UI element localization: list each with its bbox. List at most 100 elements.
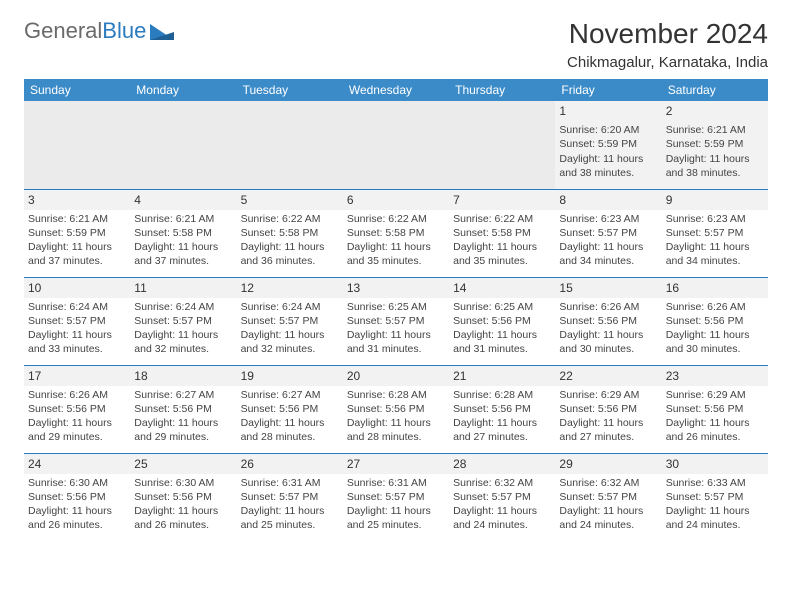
daylight-text: Daylight: 11 hours and 38 minutes. [666, 152, 764, 180]
sunset-text: Sunset: 5:57 PM [453, 490, 551, 504]
sunset-text: Sunset: 5:56 PM [347, 402, 445, 416]
logo-triangle-icon [150, 22, 174, 40]
sunset-text: Sunset: 5:57 PM [134, 314, 232, 328]
daylight-text: Daylight: 11 hours and 30 minutes. [559, 328, 657, 356]
daylight-text: Daylight: 11 hours and 33 minutes. [28, 328, 126, 356]
daylight-text: Daylight: 11 hours and 26 minutes. [134, 504, 232, 532]
header: GeneralBlue November 2024 Chikmagalur, K… [24, 18, 768, 71]
calendar-cell [24, 101, 130, 189]
col-thursday: Thursday [449, 79, 555, 101]
calendar-cell: 5Sunrise: 6:22 AMSunset: 5:58 PMDaylight… [237, 189, 343, 277]
sunset-text: Sunset: 5:56 PM [453, 314, 551, 328]
day-number: 24 [24, 454, 130, 474]
sunset-text: Sunset: 5:59 PM [666, 137, 764, 151]
col-wednesday: Wednesday [343, 79, 449, 101]
calendar-cell: 1Sunrise: 6:20 AMSunset: 5:59 PMDaylight… [555, 101, 661, 189]
day-number: 28 [449, 454, 555, 474]
sunrise-text: Sunrise: 6:21 AM [28, 212, 126, 226]
calendar-cell [449, 101, 555, 189]
sunset-text: Sunset: 5:58 PM [347, 226, 445, 240]
calendar-cell: 25Sunrise: 6:30 AMSunset: 5:56 PMDayligh… [130, 453, 236, 541]
day-number: 22 [555, 366, 661, 386]
calendar-cell: 15Sunrise: 6:26 AMSunset: 5:56 PMDayligh… [555, 277, 661, 365]
sunrise-text: Sunrise: 6:26 AM [666, 300, 764, 314]
daylight-text: Daylight: 11 hours and 35 minutes. [453, 240, 551, 268]
logo-text-blue: Blue [102, 18, 146, 44]
day-number: 3 [24, 190, 130, 210]
day-number: 21 [449, 366, 555, 386]
sunrise-text: Sunrise: 6:27 AM [241, 388, 339, 402]
sunset-text: Sunset: 5:57 PM [347, 490, 445, 504]
calendar-cell: 18Sunrise: 6:27 AMSunset: 5:56 PMDayligh… [130, 365, 236, 453]
calendar-row: 1Sunrise: 6:20 AMSunset: 5:59 PMDaylight… [24, 101, 768, 189]
daylight-text: Daylight: 11 hours and 29 minutes. [28, 416, 126, 444]
daylight-text: Daylight: 11 hours and 26 minutes. [666, 416, 764, 444]
calendar-cell: 22 Sunrise: 6:29 AMSunset: 5:56 PMDayligh… [555, 365, 661, 453]
daylight-text: Daylight: 11 hours and 28 minutes. [241, 416, 339, 444]
sunrise-text: Sunrise: 6:22 AM [241, 212, 339, 226]
calendar-cell: 9Sunrise: 6:23 AMSunset: 5:57 PMDaylight… [662, 189, 768, 277]
sunrise-text: Sunrise: 6:32 AM [559, 476, 657, 490]
calendar-cell: 13Sunrise: 6:25 AMSunset: 5:57 PMDayligh… [343, 277, 449, 365]
sunset-text: Sunset: 5:57 PM [28, 314, 126, 328]
header-row: Sunday Monday Tuesday Wednesday Thursday… [24, 79, 768, 101]
sunrise-text: Sunrise: 6:24 AM [28, 300, 126, 314]
day-number: 10 [24, 278, 130, 298]
sunrise-text: Sunrise: 6:31 AM [241, 476, 339, 490]
location: Chikmagalur, Karnataka, India [567, 54, 768, 71]
calendar-cell: 23Sunrise: 6:29 AMSunset: 5:56 PMDayligh… [662, 365, 768, 453]
sunset-text: Sunset: 5:57 PM [559, 226, 657, 240]
sunrise-text: Sunrise: 6:24 AM [241, 300, 339, 314]
calendar-cell: 21Sunrise: 6:28 AMSunset: 5:56 PMDayligh… [449, 365, 555, 453]
calendar-row: 3Sunrise: 6:21 AMSunset: 5:59 PMDaylight… [24, 189, 768, 277]
sunset-text: Sunset: 5:56 PM [559, 402, 657, 416]
day-number: 19 [237, 366, 343, 386]
sunset-text: Sunset: 5:59 PM [559, 137, 657, 151]
daylight-text: Daylight: 11 hours and 32 minutes. [134, 328, 232, 356]
sunrise-text: Sunrise: 6:23 AM [666, 212, 764, 226]
day-number: 18 [130, 366, 236, 386]
daylight-text: Daylight: 11 hours and 35 minutes. [347, 240, 445, 268]
daylight-text: Daylight: 11 hours and 24 minutes. [666, 504, 764, 532]
day-number: 7 [449, 190, 555, 210]
day-number: 11 [130, 278, 236, 298]
sunset-text: Sunset: 5:57 PM [241, 314, 339, 328]
calendar-cell: 6Sunrise: 6:22 AMSunset: 5:58 PMDaylight… [343, 189, 449, 277]
day-number: 29 [555, 454, 661, 474]
daylight-text: Daylight: 11 hours and 28 minutes. [347, 416, 445, 444]
sunset-text: Sunset: 5:57 PM [559, 490, 657, 504]
sunset-text: Sunset: 5:57 PM [241, 490, 339, 504]
daylight-text: Daylight: 11 hours and 27 minutes. [559, 416, 657, 444]
calendar-cell: 17Sunrise: 6:26 AMSunset: 5:56 PMDayligh… [24, 365, 130, 453]
sunrise-text: Sunrise: 6:29 AM [666, 388, 764, 402]
sunrise-text: Sunrise: 6:29 AM [559, 388, 657, 402]
daylight-text: Daylight: 11 hours and 30 minutes. [666, 328, 764, 356]
day-number: 16 [662, 278, 768, 298]
month-title: November 2024 [567, 18, 768, 50]
day-number: 26 [237, 454, 343, 474]
sunrise-text: Sunrise: 6:31 AM [347, 476, 445, 490]
calendar-table: Sunday Monday Tuesday Wednesday Thursday… [24, 79, 768, 541]
daylight-text: Daylight: 11 hours and 24 minutes. [453, 504, 551, 532]
day-number: 27 [343, 454, 449, 474]
sunset-text: Sunset: 5:56 PM [666, 402, 764, 416]
calendar-cell: 19Sunrise: 6:27 AMSunset: 5:56 PMDayligh… [237, 365, 343, 453]
sunset-text: Sunset: 5:56 PM [453, 402, 551, 416]
calendar-cell: 28Sunrise: 6:32 AMSunset: 5:57 PMDayligh… [449, 453, 555, 541]
calendar-cell: 20Sunrise: 6:28 AMSunset: 5:56 PMDayligh… [343, 365, 449, 453]
sunset-text: Sunset: 5:58 PM [134, 226, 232, 240]
calendar-cell: 24Sunrise: 6:30 AMSunset: 5:56 PMDayligh… [24, 453, 130, 541]
day-number: 15 [555, 278, 661, 298]
sunrise-text: Sunrise: 6:26 AM [559, 300, 657, 314]
daylight-text: Daylight: 11 hours and 26 minutes. [28, 504, 126, 532]
day-number: 20 [343, 366, 449, 386]
calendar-cell: 30Sunrise: 6:33 AMSunset: 5:57 PMDayligh… [662, 453, 768, 541]
sunrise-text: Sunrise: 6:27 AM [134, 388, 232, 402]
sunset-text: Sunset: 5:57 PM [666, 226, 764, 240]
calendar-cell [130, 101, 236, 189]
day-number: 8 [555, 190, 661, 210]
sunrise-text: Sunrise: 6:21 AM [666, 123, 764, 137]
logo-text-general: General [24, 18, 102, 44]
calendar-cell: 2Sunrise: 6:21 AMSunset: 5:59 PMDaylight… [662, 101, 768, 189]
sunrise-text: Sunrise: 6:21 AM [134, 212, 232, 226]
